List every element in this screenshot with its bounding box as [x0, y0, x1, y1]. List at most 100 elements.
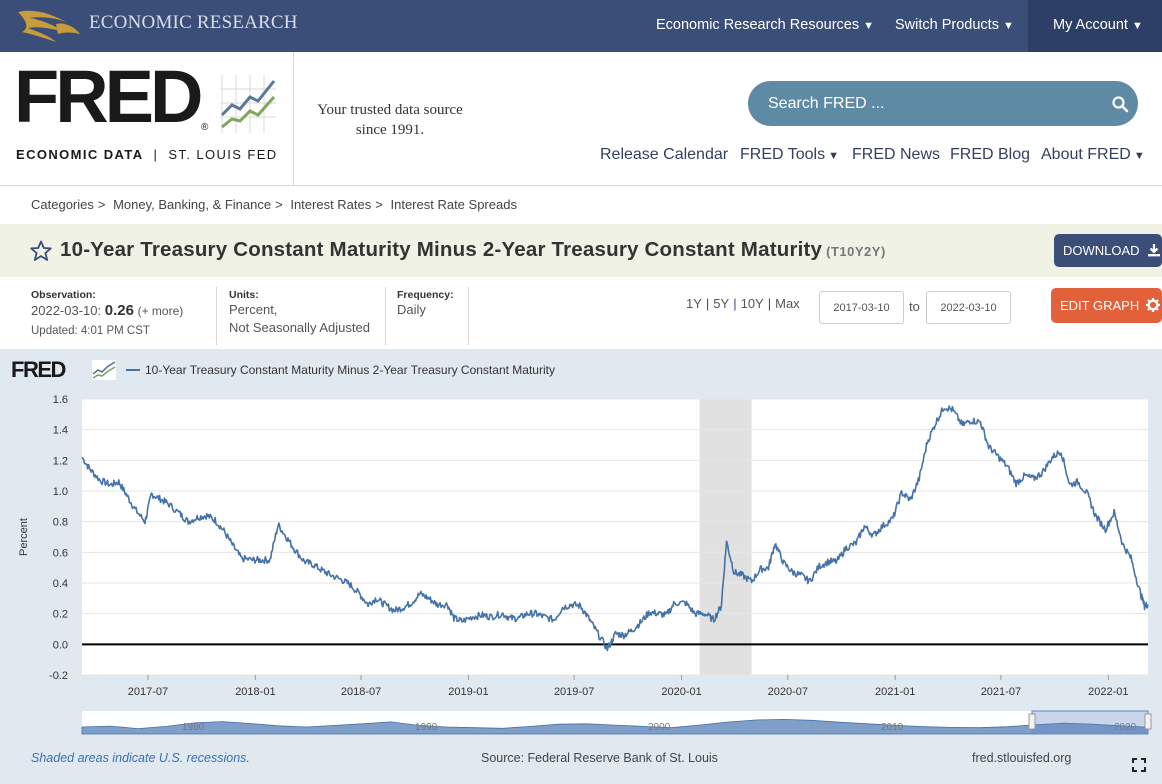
menu-label: Economic Research Resources	[656, 17, 860, 33]
units-value-1: Percent,	[229, 302, 278, 317]
breadcrumb-link[interactable]: Interest Rates	[290, 197, 372, 212]
y-tick-label: 1.0	[53, 486, 68, 498]
navigator-label: 1980	[182, 722, 205, 733]
nav-label: FRED Tools	[740, 146, 826, 163]
edit-graph-label: EDIT GRAPH	[1060, 298, 1140, 313]
top-bar	[0, 0, 1162, 52]
my-account-menu[interactable]: My Account ▼	[1053, 17, 1143, 33]
observation-value: 0.26	[104, 302, 134, 319]
x-tick-label: 2021-07	[981, 686, 1021, 698]
header-divider	[293, 52, 294, 185]
download-button[interactable]: DOWNLOAD	[1054, 234, 1162, 267]
navigator-handle	[1028, 713, 1036, 730]
navigator-label: 2010	[881, 722, 904, 733]
x-tick-label: 2021-01	[875, 686, 915, 698]
chevron-down-icon: ▼	[863, 20, 874, 32]
menu-label: Switch Products	[895, 17, 999, 33]
edit-graph-button[interactable]: EDIT GRAPH	[1051, 288, 1162, 323]
y-tick-label: 1.2	[53, 455, 68, 467]
x-tick-label: 2020-07	[768, 686, 808, 698]
y-tick-label: 1.6	[53, 394, 68, 406]
recession-note[interactable]: Shaded areas indicate U.S. recessions.	[31, 751, 250, 765]
recession-band	[699, 399, 752, 675]
nav-label: About FRED	[1041, 146, 1131, 163]
menu-label: My Account	[1053, 17, 1128, 33]
nav-fred-tools[interactable]: FRED Tools ▼	[740, 146, 839, 164]
download-icon	[1148, 244, 1161, 257]
x-tick-label: 2019-07	[554, 686, 594, 698]
navigator-label: 1990	[415, 722, 438, 733]
fred-chart-icon	[220, 75, 276, 133]
frequency-label: Frequency:	[397, 289, 454, 301]
y-tick-label: 0.8	[53, 517, 68, 529]
chevron-down-icon: ▼	[1131, 20, 1143, 32]
x-tick-label: 2018-01	[235, 686, 275, 698]
download-label: DOWNLOAD	[1063, 243, 1140, 258]
range-max[interactable]: Max	[775, 296, 800, 311]
nav-release-calendar[interactable]: Release Calendar	[600, 146, 729, 163]
end-date-input[interactable]	[926, 291, 1011, 324]
units-value-2: Not Seasonally Adjusted	[229, 320, 370, 335]
start-date-input[interactable]	[819, 291, 904, 324]
fullscreen-icon[interactable]	[1132, 758, 1146, 772]
economic-research-resources-menu[interactable]: Economic Research Resources ▼	[656, 17, 874, 33]
y-tick-label: -0.2	[49, 670, 68, 682]
breadcrumb-link[interactable]: Interest Rate Spreads	[390, 197, 517, 212]
range-5y[interactable]: 5Y	[713, 296, 730, 311]
meta-divider	[385, 287, 386, 345]
x-tick-label: 2017-07	[128, 686, 168, 698]
updated-time: Updated: 4:01 PM CST	[31, 325, 150, 337]
fred-mini-logo: FRED	[11, 357, 66, 382]
my-account-bg	[1028, 0, 1162, 52]
observation-value-line: 2022-03-10: 0.26 (+ more)	[31, 302, 184, 319]
nav-fred-news[interactable]: FRED News	[852, 146, 941, 163]
y-tick-label: 0.6	[53, 547, 68, 559]
switch-products-menu[interactable]: Switch Products ▼	[895, 17, 1014, 33]
fred-logo[interactable]: FRED	[14, 55, 203, 138]
economic-research-brand[interactable]: ECONOMIC RESEARCH	[89, 12, 298, 33]
navigator-label: 2000	[648, 722, 671, 733]
y-axis-label: Percent	[18, 518, 30, 556]
range-links: 1Y | 5Y | 10Y | Max	[686, 296, 800, 311]
eagle-logo-icon[interactable]	[16, 4, 82, 44]
site-url[interactable]: fred.stlouisfed.org	[972, 751, 1072, 765]
navigator-selection	[1031, 710, 1149, 735]
x-tick-label: 2022-01	[1088, 686, 1128, 698]
chevron-down-icon: ▼	[1002, 20, 1014, 32]
range-10y[interactable]: 10Y	[740, 296, 764, 311]
meta-divider	[468, 287, 469, 345]
navigator-label: 2020	[1114, 722, 1137, 733]
registered-mark: ®	[201, 122, 209, 133]
search-icon[interactable]	[1111, 95, 1129, 113]
star-icon[interactable]	[30, 240, 52, 262]
chevron-down-icon: ▼	[828, 150, 839, 162]
range-1y[interactable]: 1Y	[686, 296, 702, 311]
meta-divider	[216, 287, 217, 345]
navigator-handle	[1144, 713, 1152, 730]
source-note: Source: Federal Reserve Bank of St. Loui…	[481, 751, 718, 765]
y-tick-label: 0.2	[53, 609, 68, 621]
y-tick-label: 0.4	[53, 578, 68, 590]
observation-label: Observation:	[31, 289, 96, 301]
search-input[interactable]	[748, 81, 1138, 126]
fred-mini-chart-icon	[92, 360, 116, 380]
nav-fred-blog[interactable]: FRED Blog	[950, 146, 1031, 163]
plot-area	[82, 399, 1148, 675]
breadcrumb-link[interactable]: Categories	[31, 197, 94, 212]
series-line	[81, 405, 1149, 652]
more-link[interactable]: (+ more)	[137, 304, 184, 318]
line-chart[interactable]: -0.2 0.0 0.2 0.4 0.6 0.8 1.0 1.2 1.4 1.6 2017-07 20…	[0, 380, 1162, 740]
fred-logo-subtitle: ECONOMIC DATA | ST. LOUIS FED	[16, 147, 278, 162]
site-header	[0, 52, 1162, 186]
chevron-down-icon: ▼	[1133, 150, 1145, 162]
y-tick-label: 0.0	[53, 639, 68, 651]
series-title-bar	[0, 224, 1162, 277]
x-tick-label: 2018-07	[341, 686, 381, 698]
tagline: Your trusted data source since 1991.	[317, 102, 463, 138]
nav-about-fred[interactable]: About FRED ▼	[1041, 146, 1145, 164]
frequency-value: Daily	[397, 302, 426, 317]
x-tick-label: 2019-01	[448, 686, 488, 698]
to-label: to	[909, 299, 920, 314]
x-tick-label: 2020-01	[661, 686, 701, 698]
breadcrumb-link[interactable]: Money, Banking, & Finance	[113, 197, 272, 212]
